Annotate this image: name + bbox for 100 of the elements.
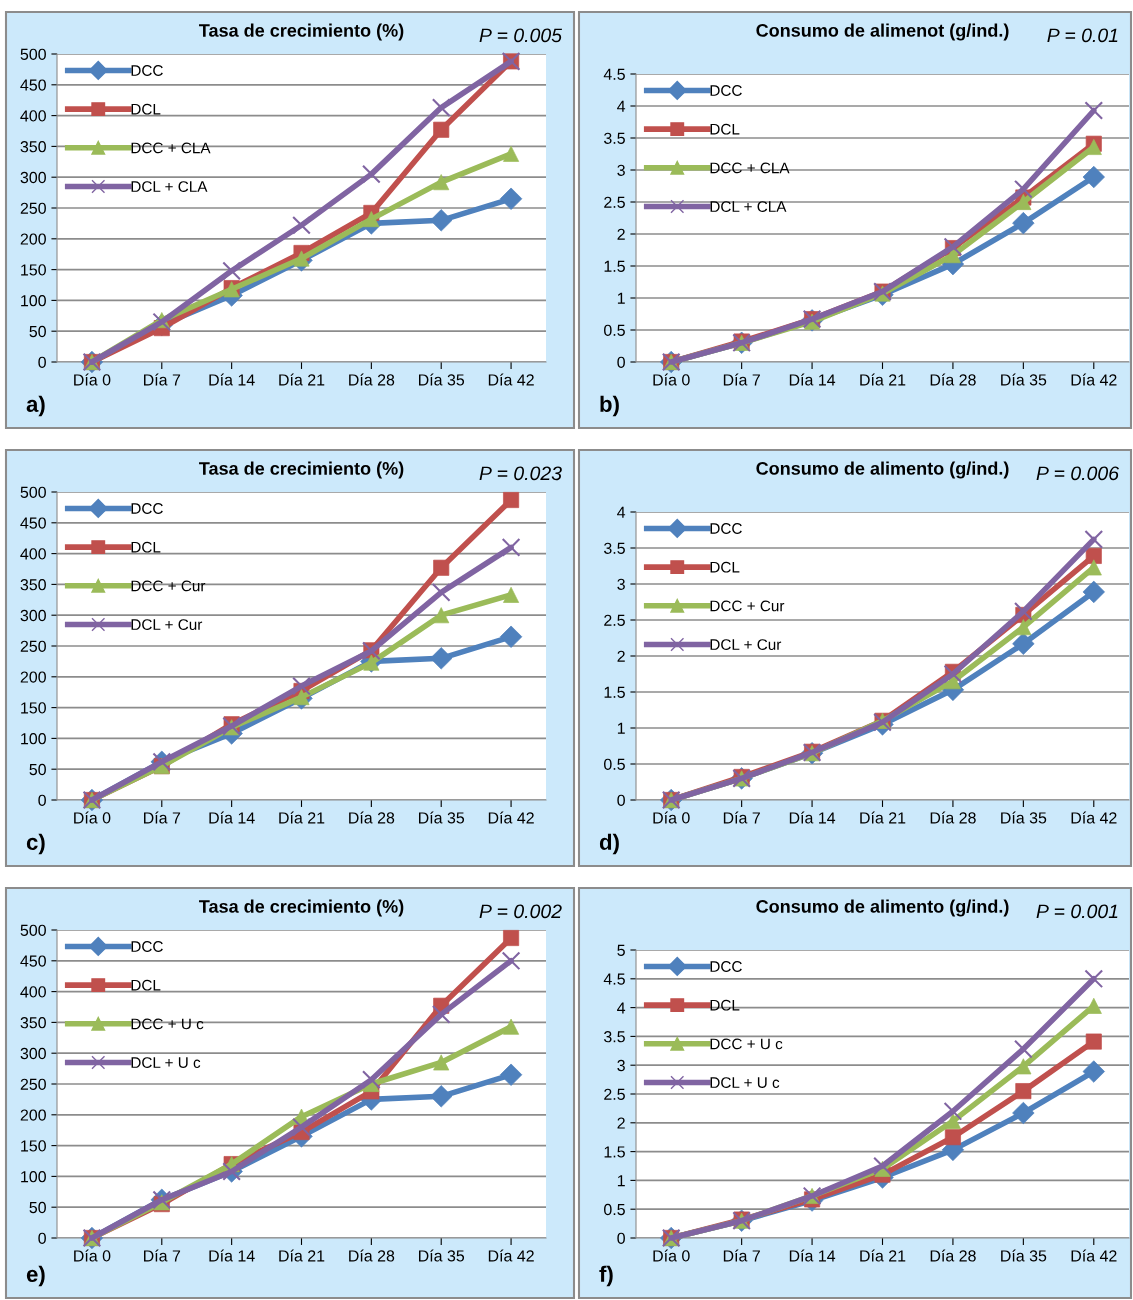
x-tick-label: Día 21 [860,1249,906,1262]
x-tick-label: Día 28 [349,373,395,386]
y-tick-label: 0 [617,1232,625,1244]
y-tick-label: 4 [617,100,626,112]
y-tick-label: 1 [617,292,625,304]
x-tick-label: Día 7 [144,1249,181,1262]
y-tick-label: 0.5 [604,324,625,336]
legend-label: DCC + Cur [131,580,206,592]
y-tick-label: 50 [29,325,46,338]
x-tick-label: Día 7 [723,811,760,824]
y-tick-label: 1.5 [604,260,625,272]
y-tick-label: 400 [20,986,46,998]
legend-label: DCL + U c [710,1077,780,1088]
x-tick-label: Día 7 [723,373,760,386]
y-tick-label: 0 [38,794,46,806]
x-tick-label: Día 35 [419,373,465,386]
y-tick-label: 300 [20,609,46,622]
x-tick-label: Día 0 [653,1249,690,1262]
legend-label: DCL [710,561,740,573]
y-tick-label: 2 [617,650,625,662]
x-tick-label: Día 28 [349,1249,395,1262]
y-tick-label: 450 [20,79,46,91]
y-tick-label: 100 [21,295,46,307]
chart-title: Tasa de crecimiento (%) [199,899,404,917]
x-tick-label: Día 21 [279,811,325,824]
x-tick-label: Día 42 [488,811,534,824]
y-tick-label: 4 [617,1002,626,1014]
y-tick-label: 200 [20,671,46,683]
text: P = 0.01 [1047,28,1118,43]
x-tick-label: Día 42 [488,1249,534,1262]
y-tick-label: 300 [20,171,46,184]
x-tick-label: Día 0 [653,373,690,386]
x-tick-label: Día 7 [723,1249,760,1262]
y-tick-label: 1.5 [604,686,625,698]
chart-title: Consumo de alimenot (g/ind.) [756,23,1009,41]
y-tick-label: 0 [38,1232,46,1244]
y-tick-label: 150 [21,702,46,714]
y-tick-label: 4.5 [603,973,625,985]
x-tick-label: Día 0 [74,1249,111,1262]
y-tick-label: 500 [20,924,46,936]
x-tick-label: Día 28 [930,373,976,386]
y-tick-label: 250 [20,640,46,652]
x-tick-label: Día 14 [209,373,255,386]
x-tick-label: Día 35 [419,1249,465,1262]
y-tick-label: 350 [20,1017,46,1029]
y-tick-label: 150 [21,1140,46,1152]
y-tick-label: 3.5 [603,542,625,554]
legend-label: DCC [710,961,742,972]
y-tick-label: 2 [617,1117,625,1129]
y-tick-label: 2.5 [604,1088,625,1100]
text: a) [26,395,45,417]
y-tick-label: 3.5 [603,132,625,144]
x-tick-label: Día 14 [789,373,836,386]
x-tick-label: Día 35 [1001,373,1047,386]
y-tick-label: 350 [20,141,46,153]
legend-label: DCL [131,103,161,115]
y-tick-label: 4 [617,506,626,518]
y-tick-label: 0.5 [604,1203,625,1216]
legend-label: DCL [131,541,161,553]
y-tick-label: 2.5 [604,614,625,626]
legend-label: DCC [710,523,742,534]
y-tick-label: 0 [617,794,625,806]
x-tick-label: Día 14 [209,1249,255,1262]
x-tick-label: Día 21 [860,811,906,824]
y-tick-label: 450 [20,955,46,967]
x-tick-label: Día 21 [279,1249,325,1262]
legend-label: DCC [710,85,742,96]
x-tick-label: Día 35 [419,811,465,824]
text: c) [26,833,45,855]
legend-label: DCL + U c [131,1057,201,1068]
x-tick-label: Día 0 [74,373,111,386]
legend-label: DCL + Cur [710,639,782,650]
x-tick-label: Día 0 [74,811,111,824]
legend-label: DCC + CLA [131,142,211,154]
y-tick-label: 100 [21,733,46,745]
text: P = 0.001 [1036,904,1118,919]
y-tick-label: 50 [29,1201,46,1214]
x-tick-label: Día 14 [789,811,836,824]
x-tick-label: Día 28 [930,811,976,824]
x-tick-label: Día 42 [488,373,534,386]
legend-label: DCC + U c [710,1038,783,1050]
chart-title: Consumo de alimento (g/ind.) [756,899,1009,917]
x-tick-label: Día 28 [930,1249,976,1262]
y-tick-label: 1.5 [604,1146,625,1158]
y-tick-label: 250 [20,1078,46,1090]
y-tick-label: 50 [29,763,46,776]
y-tick-label: 100 [21,1171,46,1183]
y-tick-label: 300 [20,1047,46,1060]
y-tick-label: 200 [20,1109,46,1121]
chart-title: Consumo de alimento (g/ind.) [756,461,1009,479]
y-tick-label: 3 [617,1059,625,1072]
legend-label: DCC + CLA [710,162,790,174]
x-tick-label: Día 14 [209,811,255,824]
chart-title: Tasa de crecimiento (%) [199,23,404,41]
y-tick-label: 0 [38,356,46,368]
y-tick-label: 400 [20,110,46,122]
y-tick-label: 3 [617,164,625,176]
legend-label: DCC [131,503,163,514]
y-tick-label: 1 [617,1175,625,1187]
x-tick-label: Día 0 [653,811,690,824]
